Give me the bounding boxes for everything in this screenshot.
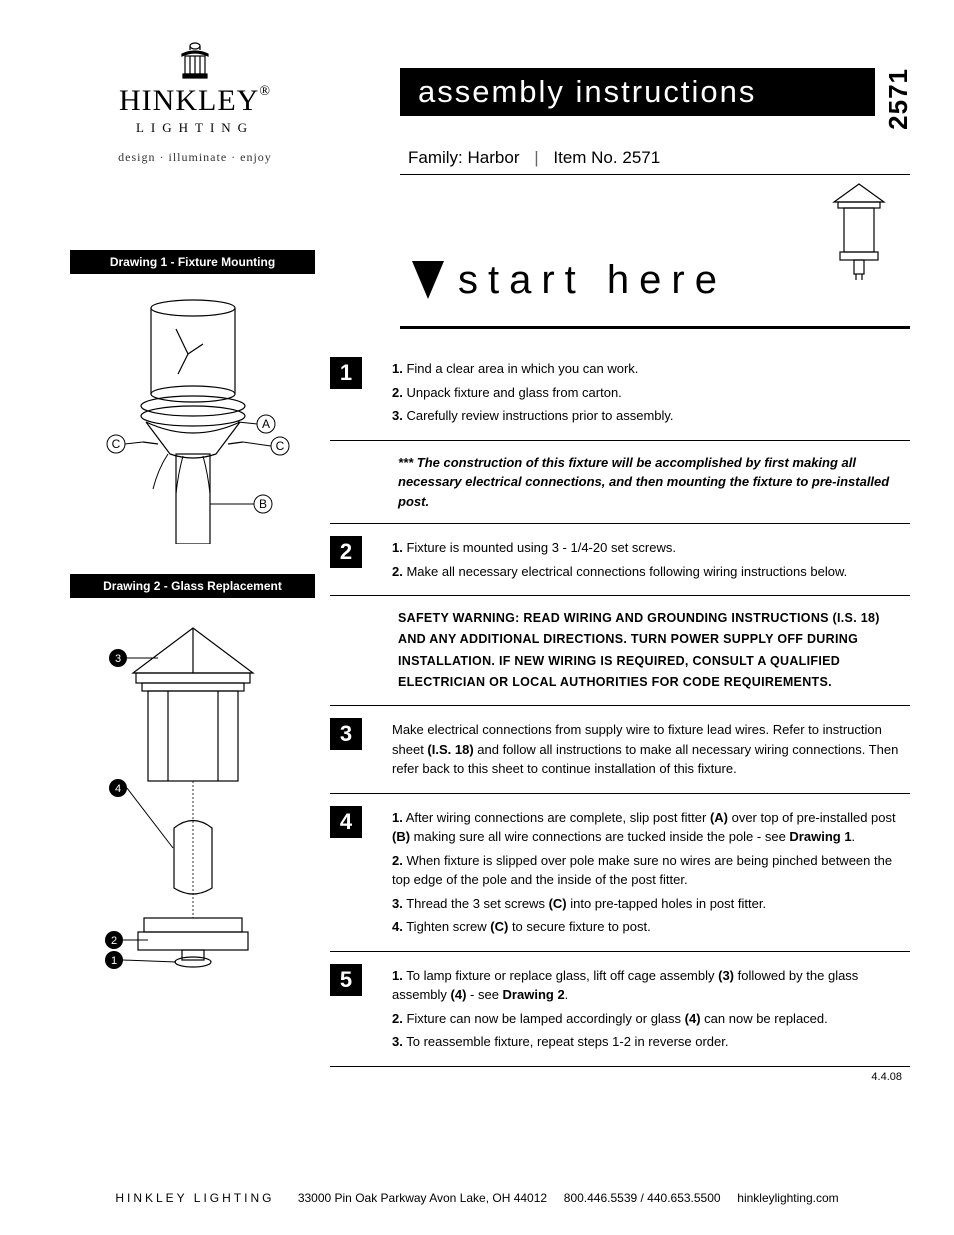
drawing-1-svg: A C C B [88, 294, 298, 544]
drawing-2-svg: 3 4 2 1 [88, 618, 298, 988]
callout-3: 3 [114, 653, 120, 665]
steps-column: 1 1. Find a clear area in which you can … [330, 345, 910, 1083]
item-label: Item No. [553, 148, 617, 167]
step-1-num: 1 [330, 357, 362, 389]
step-2-body: 1. Fixture is mounted using 3 - 1/4-20 s… [392, 534, 910, 585]
step-3-num: 3 [330, 718, 362, 750]
lantern-logo-icon [170, 40, 220, 82]
callout-C-right: C [275, 439, 284, 453]
step-4: 4 1. After wiring connections are comple… [330, 794, 910, 952]
footer-brand: HINKLEY LIGHTING [115, 1191, 274, 1205]
step-2-num: 2 [330, 536, 362, 568]
safety-warning: SAFETY WARNING: READ WIRING AND GROUNDIN… [330, 596, 910, 706]
step-5: 5 1. To lamp fixture or replace glass, l… [330, 952, 910, 1067]
title-bar: assembly instructions [400, 68, 875, 116]
family-value: Harbor [468, 148, 520, 167]
rule [400, 174, 910, 175]
callout-4: 4 [114, 783, 120, 795]
step-5-num: 5 [330, 964, 362, 996]
brand-logo: HINKLEY® LIGHTING design · illuminate · … [80, 40, 310, 165]
page-footer: HINKLEY LIGHTING 33000 Pin Oak Parkway A… [0, 1191, 954, 1205]
drawings-column: Drawing 1 - Fixture Mounting [70, 250, 315, 1018]
rule-heavy [400, 326, 910, 329]
step-2: 2 1. Fixture is mounted using 3 - 1/4-20… [330, 524, 910, 596]
callout-B: B [258, 497, 266, 511]
brand-name: HINKLEY® [80, 84, 310, 118]
revision-date: 4.4.08 [330, 1071, 910, 1083]
footer-address: 33000 Pin Oak Parkway Avon Lake, OH 4401… [298, 1191, 547, 1205]
title-text: assembly instructions [418, 74, 756, 110]
drawing-2-label: Drawing 2 - Glass Replacement [70, 574, 315, 598]
callout-2: 2 [110, 935, 116, 947]
start-here: start here [408, 255, 727, 305]
step-5-body: 1. To lamp fixture or replace glass, lif… [392, 962, 910, 1056]
brand-tagline: design · illuminate · enjoy [80, 150, 310, 165]
construction-note: *** The construction of this fixture wil… [330, 441, 910, 525]
footer-phone: 800.446.5539 / 440.653.5500 [564, 1191, 721, 1205]
family-label: Family: [408, 148, 463, 167]
step-3-body: Make electrical connections from supply … [392, 716, 910, 783]
step-4-num: 4 [330, 806, 362, 838]
callout-C-left: C [111, 437, 120, 451]
start-here-text: start here [458, 258, 727, 303]
callout-1: 1 [110, 955, 116, 967]
separator: | [534, 148, 538, 167]
callout-A: A [261, 417, 269, 431]
product-outline-icon [824, 180, 894, 280]
drawing-1-label: Drawing 1 - Fixture Mounting [70, 250, 315, 274]
family-item-line: Family: Harbor | Item No. 2571 [408, 148, 660, 168]
step-3: 3 Make electrical connections from suppl… [330, 706, 910, 794]
down-arrow-icon [408, 255, 448, 305]
step-4-body: 1. After wiring connections are complete… [392, 804, 910, 941]
step-1: 1 1. Find a clear area in which you can … [330, 345, 910, 441]
footer-site: hinkleylighting.com [737, 1191, 838, 1205]
step-1-body: 1. Find a clear area in which you can wo… [392, 355, 910, 430]
item-value: 2571 [622, 148, 660, 167]
brand-sub: LIGHTING [80, 120, 310, 136]
model-number-vertical: 2571 [883, 68, 914, 130]
